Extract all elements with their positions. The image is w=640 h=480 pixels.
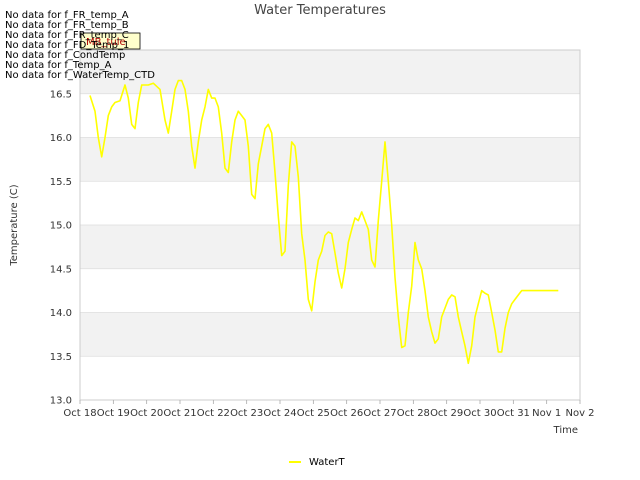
x-tick-label: Oct 25 [297,408,330,419]
y-axis-title: Temperature (C) [9,184,20,266]
site-tag-text: MB_tule [86,37,126,48]
legend: WaterT [289,457,346,468]
no-data-message: No data for f_FR_temp_A [5,10,129,21]
x-tick-label: Oct 23 [230,408,263,419]
no-data-message: No data for f_FD_Temp_1 [5,40,129,51]
x-tick-label: Nov 2 [565,408,594,419]
x-tick-label: Oct 19 [97,408,130,419]
x-tick-label: Oct 21 [163,408,196,419]
x-axis-title: Time [553,425,578,436]
y-axis-ticks: 13.0 13.5 14.0 14.5 15.0 15.5 16.0 16.5 [50,89,72,406]
background-band [80,225,580,269]
x-tick-label: Oct 22 [197,408,230,419]
site-tag-box [80,32,141,50]
plot-area-frame [79,49,581,401]
y-tick-label: 15.0 [50,221,72,232]
x-tick-label: Oct 18 [63,408,96,419]
y-tick-label: 13.5 [50,352,72,363]
no-data-message: No data for f_Temp_A [5,60,112,71]
plot-background-bands [80,50,580,357]
y-tick-label: 16.5 [50,89,72,100]
chart-title: Water Temperatures [254,3,386,18]
y-tick-label: 16.0 [50,133,72,144]
site-tag-label: MB_tule [80,32,141,50]
x-tick-label: Oct 28 [397,408,430,419]
grid-lines [80,93,580,401]
series-line-watert [89,79,559,365]
x-tick-label: Oct 30 [463,408,496,419]
x-tick-label: Oct 26 [330,408,363,419]
background-band [80,50,580,94]
x-tick-label: Oct 29 [430,408,463,419]
x-axis-ticks: Oct 18 Oct 19 Oct 20 Oct 21 Oct 22 Oct 23 Oct … [63,400,595,419]
y-tick-label: 13.0 [50,396,72,407]
no-data-message: No data for f_WaterTemp_CTD [5,70,155,81]
no-data-message: No data for f_FR_temp_B [5,20,129,31]
y-tick-label: 14.0 [50,308,72,319]
y-tick-label: 14.5 [50,264,72,275]
background-band [80,312,580,357]
x-tick-label: Nov 1 [532,408,561,419]
no-data-messages: No data for f_FR_temp_A No data for f_FR… [5,10,155,81]
background-band [80,137,580,182]
x-tick-label: Oct 24 [263,408,296,419]
x-tick-label: Oct 31 [497,408,530,419]
y-tick-label: 15.5 [50,177,72,188]
legend-label-watert: WaterT [309,457,346,468]
x-tick-label: Oct 27 [363,408,396,419]
no-data-message: No data for f_CondTemp [5,50,125,61]
x-tick-label: Oct 20 [130,408,163,419]
no-data-message: No data for f_FR_temp_C [5,30,129,41]
